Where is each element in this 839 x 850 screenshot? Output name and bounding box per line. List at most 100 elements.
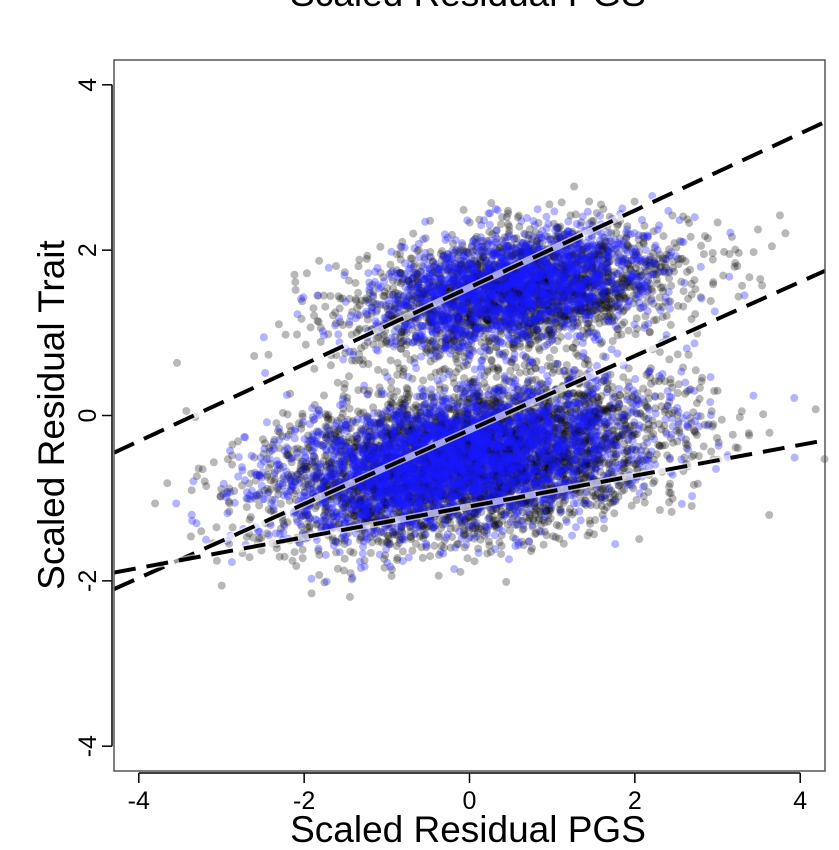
data-point: [514, 211, 523, 220]
data-point: [738, 281, 747, 290]
data-point: [513, 308, 522, 317]
data-point: [625, 261, 634, 270]
data-point: [571, 258, 580, 267]
data-point: [765, 428, 774, 437]
data-point: [622, 303, 631, 312]
data-point: [511, 286, 520, 295]
data-point: [607, 297, 616, 306]
data-point: [390, 305, 399, 314]
data-point: [556, 290, 565, 299]
data-point: [517, 280, 526, 289]
data-point: [449, 335, 458, 344]
data-point: [535, 259, 543, 268]
data-point: [428, 318, 437, 327]
data-point: [676, 254, 685, 263]
data-point: [562, 344, 571, 353]
data-point: [424, 318, 433, 327]
data-point: [537, 332, 546, 341]
data-point: [574, 322, 582, 330]
data-point: [468, 295, 477, 304]
data-point: [357, 344, 366, 353]
data-point: [508, 284, 517, 293]
data-point: [307, 589, 316, 598]
data-point: [598, 270, 607, 279]
data-point: [478, 313, 487, 322]
data-point: [583, 260, 592, 269]
data-point: [402, 349, 411, 358]
data-point: [600, 233, 609, 242]
data-point: [313, 317, 322, 325]
data-point: [523, 328, 532, 337]
data-point: [274, 320, 283, 329]
data-point: [354, 407, 362, 416]
data-point: [513, 288, 521, 297]
data-point: [620, 318, 629, 327]
data-point: [309, 304, 318, 313]
data-point: [489, 299, 498, 308]
data-point: [570, 182, 579, 191]
data-point: [535, 294, 544, 303]
data-point: [550, 346, 559, 354]
data-point: [533, 299, 542, 308]
data-point: [336, 294, 345, 303]
data-point: [453, 306, 462, 315]
data-point: [679, 287, 688, 296]
data-point: [355, 255, 364, 264]
data-point: [603, 295, 612, 304]
data-point: [614, 289, 623, 298]
data-point: [543, 289, 552, 298]
data-point: [517, 300, 526, 308]
data-point: [623, 240, 632, 249]
data-point: [537, 262, 546, 271]
data-point: [508, 312, 517, 321]
data-point: [594, 242, 603, 251]
data-point: [349, 548, 358, 557]
data-point: [502, 577, 511, 586]
data-point: [670, 239, 679, 248]
data-point: [506, 319, 515, 328]
data-point: [585, 197, 594, 206]
data-point: [600, 524, 609, 533]
data-point: [419, 376, 428, 385]
data-point: [439, 267, 448, 276]
data-point: [552, 280, 561, 289]
data-point: [310, 311, 319, 320]
data-point: [527, 245, 536, 253]
data-point: [228, 523, 237, 532]
data-point: [426, 216, 435, 225]
data-point: [481, 283, 490, 292]
data-point: [624, 278, 633, 287]
data-point: [501, 307, 510, 316]
data-point: [686, 232, 695, 241]
data-point: [264, 350, 273, 359]
data-point: [489, 286, 498, 295]
data-point: [291, 285, 300, 294]
data-point: [634, 235, 643, 244]
data-point: [415, 299, 424, 308]
data-point: [451, 321, 460, 329]
data-point: [535, 307, 544, 316]
data-point: [593, 307, 602, 316]
data-point: [699, 250, 708, 259]
data-point: [487, 357, 496, 365]
data-point: [479, 333, 488, 341]
data-point: [588, 259, 596, 268]
data-point: [478, 306, 487, 315]
data-point: [542, 278, 551, 286]
data-point: [665, 274, 674, 283]
data-point: [603, 265, 612, 274]
data-point: [685, 219, 694, 228]
data-point: [577, 306, 586, 315]
data-point: [473, 302, 482, 311]
data-point: [759, 410, 768, 419]
data-point: [640, 258, 649, 266]
data-point: [453, 358, 462, 367]
data-point: [396, 268, 405, 277]
data-point: [469, 333, 478, 342]
data-point: [511, 281, 520, 290]
data-point: [362, 324, 370, 333]
data-point: [380, 291, 389, 300]
data-point: [703, 234, 712, 243]
data-point: [687, 315, 696, 324]
data-point: [696, 293, 705, 302]
